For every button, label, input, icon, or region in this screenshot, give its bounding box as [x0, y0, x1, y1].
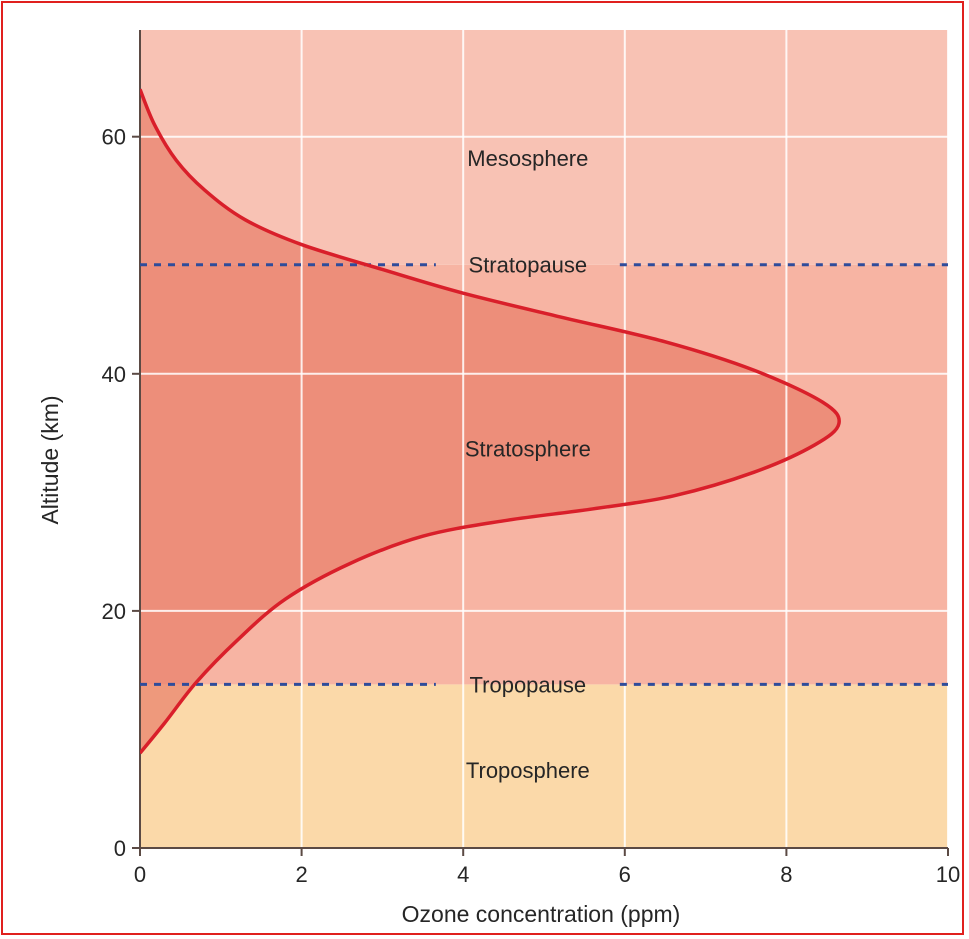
- mesosphere-band: [140, 30, 948, 265]
- x-tick-label: 4: [457, 862, 469, 887]
- troposphere-label: Troposphere: [466, 758, 590, 783]
- region-labels: Troposphere Stratosphere Mesosphere: [465, 146, 591, 783]
- y-tick-label: 40: [102, 362, 126, 387]
- y-axis-ticks: 0 20 40 60: [102, 125, 140, 861]
- ozone-curve-layer: [140, 88, 841, 755]
- stratopause-label: Stratopause: [469, 253, 588, 278]
- x-tick-label: 0: [134, 862, 146, 887]
- troposphere-band: [140, 684, 948, 848]
- x-axis-ticks: 0 2 4 6 8 10: [134, 848, 960, 887]
- boundary-lines: Stratopause Tropopause: [140, 253, 948, 697]
- ozone-curve: [140, 88, 841, 755]
- ozone-area: [140, 89, 840, 754]
- gridlines: [139, 30, 949, 850]
- x-tick-label: 6: [619, 862, 631, 887]
- stratosphere-label: Stratosphere: [465, 436, 591, 461]
- x-tick-label: 10: [936, 862, 960, 887]
- tropopause-label: Tropopause: [470, 672, 587, 697]
- y-tick-label: 0: [114, 836, 126, 861]
- mesosphere-label: Mesosphere: [467, 146, 588, 171]
- y-tick-label: 60: [102, 125, 126, 150]
- y-axis-title: Altitude (km): [37, 395, 63, 524]
- ozone-area-fill: [140, 89, 840, 754]
- x-axis-title: Ozone concentration (ppm): [402, 901, 681, 927]
- x-tick-label: 2: [295, 862, 307, 887]
- x-tick-label: 8: [780, 862, 792, 887]
- y-tick-label: 20: [102, 599, 126, 624]
